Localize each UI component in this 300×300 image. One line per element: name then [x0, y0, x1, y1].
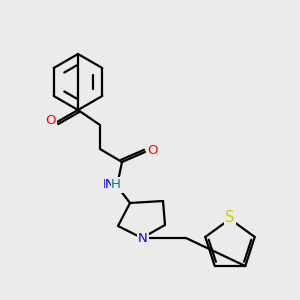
Text: NH: NH: [103, 178, 123, 191]
Text: S: S: [225, 211, 235, 226]
Text: NH: NH: [103, 178, 123, 191]
Text: N: N: [138, 232, 148, 245]
Text: O: O: [147, 145, 157, 158]
Text: O: O: [46, 115, 56, 128]
Text: H: H: [111, 178, 121, 191]
Text: N: N: [105, 178, 115, 191]
